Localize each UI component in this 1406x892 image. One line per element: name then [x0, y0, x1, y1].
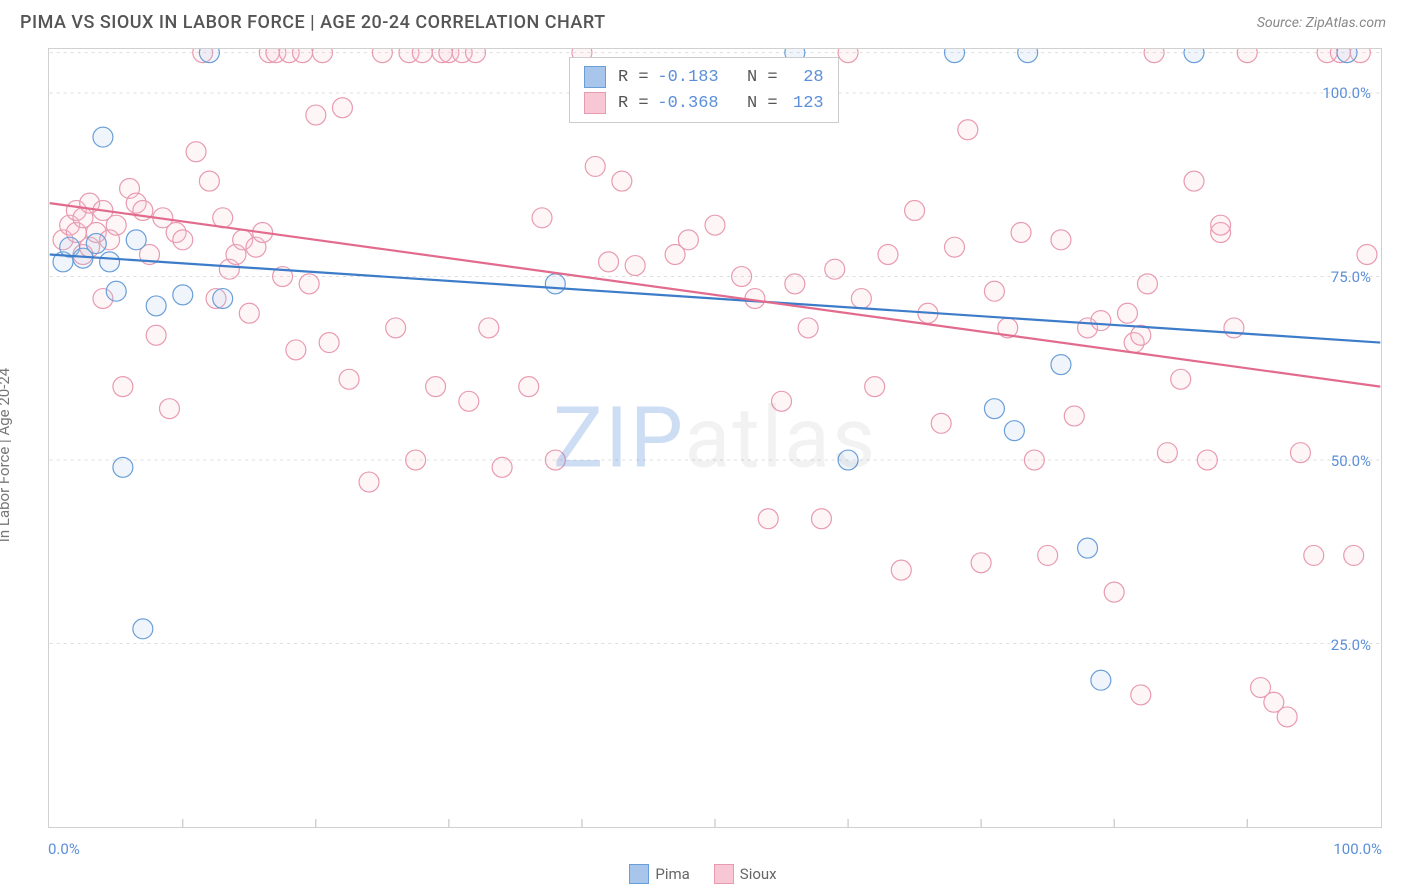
- legend-item: Sioux: [714, 864, 777, 884]
- y-tick-label: 50.0%: [1331, 452, 1371, 470]
- legend-swatch-icon: [584, 92, 606, 114]
- stat-r-value: -0.368: [657, 94, 719, 113]
- y-tick-label: 25.0%: [1331, 636, 1371, 654]
- stat-r-label: R =: [618, 68, 649, 87]
- stats-row: R = -0.368 N = 123: [584, 90, 824, 116]
- source-label: Source: ZipAtlas.com: [1257, 15, 1386, 31]
- chart-title: PIMA VS SIOUX IN LABOR FORCE | AGE 20-24…: [20, 12, 606, 33]
- stat-r-value: -0.183: [657, 68, 719, 87]
- y-axis-label: In Labor Force | Age 20-24: [0, 368, 13, 542]
- legend-swatch-icon: [584, 66, 606, 88]
- stat-n-value: 123: [786, 94, 824, 113]
- header: PIMA VS SIOUX IN LABOR FORCE | AGE 20-24…: [0, 0, 1406, 41]
- stat-r-label: R =: [618, 94, 649, 113]
- stat-n-label: N =: [727, 68, 778, 87]
- legend-swatch-icon: [629, 864, 649, 884]
- legend-item: Pima: [629, 864, 689, 884]
- stat-n-label: N =: [727, 94, 778, 113]
- stat-n-value: 28: [786, 68, 824, 87]
- stats-row: R = -0.183 N = 28: [584, 64, 824, 90]
- chart-area: ZIPatlas R =-0.183 N =28R =-0.368 N =123…: [48, 48, 1382, 828]
- x-axis-max-label: 100.0%: [1333, 840, 1382, 858]
- x-axis-min-label: 0.0%: [48, 840, 80, 858]
- legend-label: Pima: [655, 865, 689, 883]
- scatter-chart: [49, 49, 1381, 827]
- legend-swatch-icon: [714, 864, 734, 884]
- y-tick-label: 75.0%: [1331, 268, 1371, 286]
- bottom-legend: Pima Sioux: [0, 864, 1406, 888]
- legend-label: Sioux: [740, 865, 777, 883]
- y-tick-label: 100.0%: [1322, 84, 1371, 102]
- stats-legend: R = -0.183 N = 28 R = -0.368 N = 123: [569, 57, 839, 123]
